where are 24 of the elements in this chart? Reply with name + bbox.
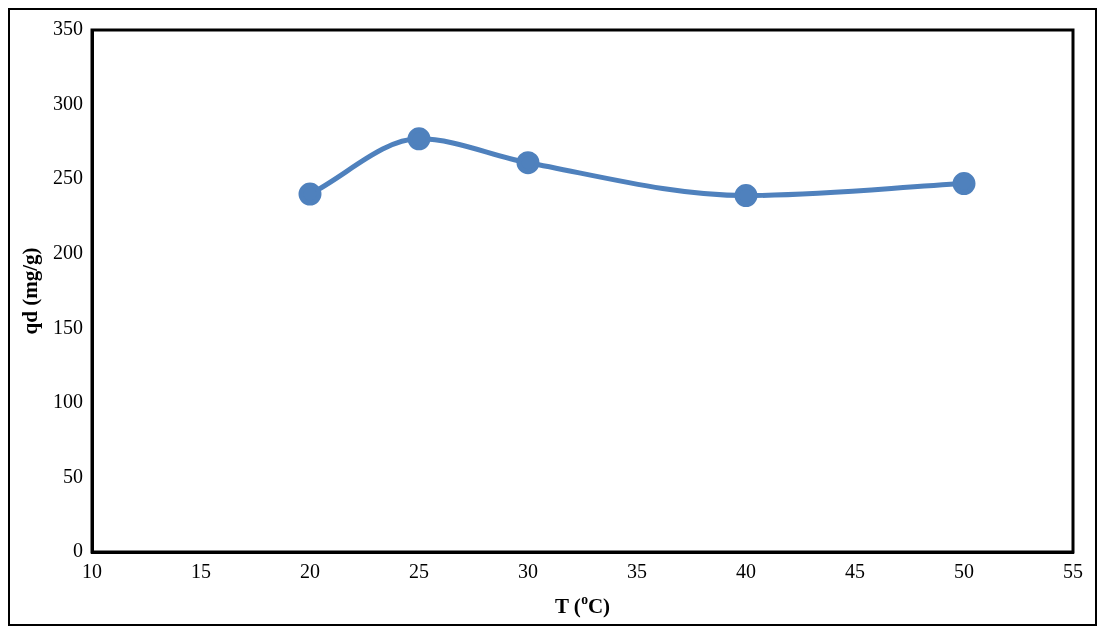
y-tick-label: 350: [53, 17, 83, 40]
x-tick-label: 20: [300, 560, 320, 583]
point: [407, 127, 431, 151]
x-tick-label: 35: [627, 560, 647, 583]
y-tick-label: 100: [53, 390, 83, 413]
point: [734, 184, 758, 208]
y-tick-label: 150: [53, 315, 83, 338]
x-tick-label: 55: [1063, 560, 1083, 583]
y-tick-label: 50: [63, 464, 83, 487]
y-axis-title: qd (mg/g): [18, 247, 43, 335]
x-tick-label: 50: [954, 560, 974, 583]
x-tick-label: 10: [82, 560, 102, 583]
y-tick-label: 300: [53, 91, 83, 114]
y-tick-label: 250: [53, 166, 83, 189]
y-tick-label: 200: [53, 240, 83, 263]
point: [298, 182, 322, 206]
point: [952, 172, 976, 196]
x-tick-label: 45: [845, 560, 865, 583]
x-tick-label: 40: [736, 560, 756, 583]
x-tick-label: 15: [191, 560, 211, 583]
y-tick-label: 0: [73, 539, 83, 562]
x-tick-label: 30: [518, 560, 538, 583]
point: [516, 151, 540, 175]
x-tick-label: 25: [409, 560, 429, 583]
